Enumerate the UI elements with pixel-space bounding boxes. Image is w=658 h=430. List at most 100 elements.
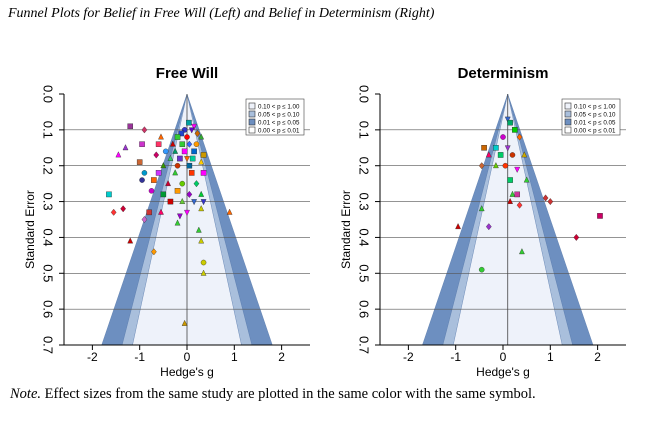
- legend: 0.10 < p ≤ 1.000.05 < p ≤ 0.100.01 < p ≤…: [561, 98, 621, 136]
- data-point-circle: [162, 148, 169, 155]
- data-point-circle: [174, 162, 181, 169]
- data-point-square: [106, 191, 112, 198]
- y-tick-label: 0.1: [41, 121, 56, 139]
- data-point-triangle-up: [509, 190, 516, 197]
- data-point-circle: [502, 162, 509, 169]
- data-point-triangle-up: [198, 133, 205, 140]
- data-point-triangle-up: [226, 208, 233, 215]
- legend-swatch: [564, 126, 572, 134]
- x-tick-label: -2: [403, 350, 414, 364]
- x-tick-label: 1: [547, 350, 554, 364]
- data-point-circle: [148, 188, 155, 194]
- data-point-square: [481, 145, 487, 151]
- panel-title: Determinism: [458, 65, 549, 82]
- x-axis-label: Hedge's g: [476, 365, 530, 379]
- legend-label: 0.00 < p ≤ 0.01: [258, 128, 300, 135]
- legend-swatch: [248, 126, 256, 134]
- data-point-diamond: [516, 133, 523, 141]
- x-axis-label: Hedge's g: [160, 365, 214, 379]
- data-point-triangle-down: [177, 213, 183, 220]
- x-tick-label: -2: [87, 350, 98, 364]
- figure-title: Funnel Plots for Belief in Free Will (Le…: [8, 6, 435, 21]
- data-point-triangle-up: [165, 180, 171, 187]
- data-point-square: [155, 141, 162, 147]
- data-point-triangle-down: [184, 209, 190, 216]
- y-tick-label: 0.3: [41, 193, 56, 211]
- data-point-diamond: [193, 180, 200, 188]
- legend-label: 0.05 < p ≤ 0.10: [574, 112, 616, 119]
- data-point-square: [191, 148, 197, 155]
- data-point-square: [177, 155, 183, 162]
- legend: 0.10 < p ≤ 1.000.05 < p ≤ 0.100.01 < p ≤…: [245, 98, 305, 136]
- data-point-diamond: [110, 208, 117, 216]
- data-point-triangle-down: [200, 199, 207, 206]
- data-point-square: [160, 191, 167, 198]
- y-tick-label: 0.1: [357, 121, 372, 139]
- data-point-diamond: [573, 233, 580, 241]
- data-point-triangle-up: [485, 151, 492, 158]
- data-point-triangle-up: [174, 219, 181, 226]
- data-point-triangle-up: [478, 205, 485, 212]
- data-point-triangle-up: [158, 208, 164, 215]
- data-point-square: [136, 159, 143, 165]
- data-point-triangle-up: [198, 158, 205, 165]
- data-point-circle: [141, 170, 148, 176]
- x-tick-label: 2: [278, 350, 285, 364]
- data-point-diamond: [120, 205, 126, 213]
- y-tick-label: 0.2: [357, 157, 372, 175]
- x-tick-label: 0: [184, 350, 191, 364]
- data-point-triangle-up: [167, 154, 174, 161]
- note-text: Effect sizes from the same study are plo…: [41, 386, 536, 402]
- y-tick-label: 0.7: [41, 336, 56, 354]
- data-point-triangle-down: [188, 127, 195, 134]
- data-point-square: [127, 123, 134, 130]
- data-point-circle: [193, 141, 200, 147]
- data-point-triangle-up: [200, 269, 207, 276]
- data-point-triangle-down: [504, 116, 511, 123]
- legend-swatch: [248, 110, 256, 118]
- data-point-triangle-up: [115, 151, 122, 158]
- legend-swatch: [248, 118, 256, 126]
- data-point-square: [493, 145, 499, 151]
- data-point-square: [178, 130, 185, 137]
- data-point-triangle-down: [191, 199, 197, 206]
- y-tick-label: 0.3: [357, 193, 372, 211]
- data-point-triangle-up: [158, 133, 164, 140]
- data-point-square: [188, 170, 195, 176]
- y-tick-label: 0.6: [357, 300, 372, 318]
- x-tick-label: 1: [231, 350, 238, 364]
- data-point-triangle-up: [493, 162, 499, 169]
- data-point-triangle-down: [514, 166, 521, 173]
- x-tick-label: -1: [450, 350, 461, 364]
- data-point-triangle-up: [181, 319, 188, 326]
- y-tick-label: 0.0: [41, 85, 56, 103]
- note-label: Note.: [10, 386, 42, 402]
- data-point-square: [597, 213, 603, 219]
- data-point-triangle-up: [122, 144, 129, 151]
- data-point-diamond: [153, 151, 160, 159]
- y-tick-label: 0.4: [357, 228, 372, 246]
- data-point-diamond: [186, 140, 193, 148]
- data-point-diamond: [151, 248, 157, 256]
- data-point-triangle-up: [521, 151, 528, 158]
- data-point-circle: [200, 259, 207, 266]
- panel-title: Free Will: [156, 65, 218, 82]
- data-point-diamond: [141, 126, 148, 134]
- data-point-square: [174, 134, 181, 140]
- data-point-diamond: [478, 162, 485, 170]
- x-tick-label: 0: [500, 350, 507, 364]
- data-point-diamond: [186, 190, 193, 198]
- data-point-diamond: [485, 223, 492, 231]
- legend-label: 0.01 < p ≤ 0.05: [258, 120, 300, 127]
- legend-label: 0.10 < p ≤ 1.00: [258, 104, 300, 111]
- data-point-square: [181, 148, 188, 155]
- data-point-triangle-up: [172, 147, 179, 154]
- data-point-square: [186, 162, 193, 169]
- y-tick-label: 0.0: [357, 85, 372, 103]
- data-point-square: [514, 191, 520, 198]
- data-point-triangle-down: [184, 156, 190, 163]
- y-tick-label: 0.5: [357, 264, 372, 282]
- data-point-triangle-up: [198, 205, 205, 212]
- legend-label: 0.10 < p ≤ 1.00: [574, 104, 616, 111]
- funnel-plot-determinism: -2 -1 0 1 2 0.0 0.1 0.2 0.3 0.4 0.5 0.6 0.7 Determini…: [339, 65, 626, 379]
